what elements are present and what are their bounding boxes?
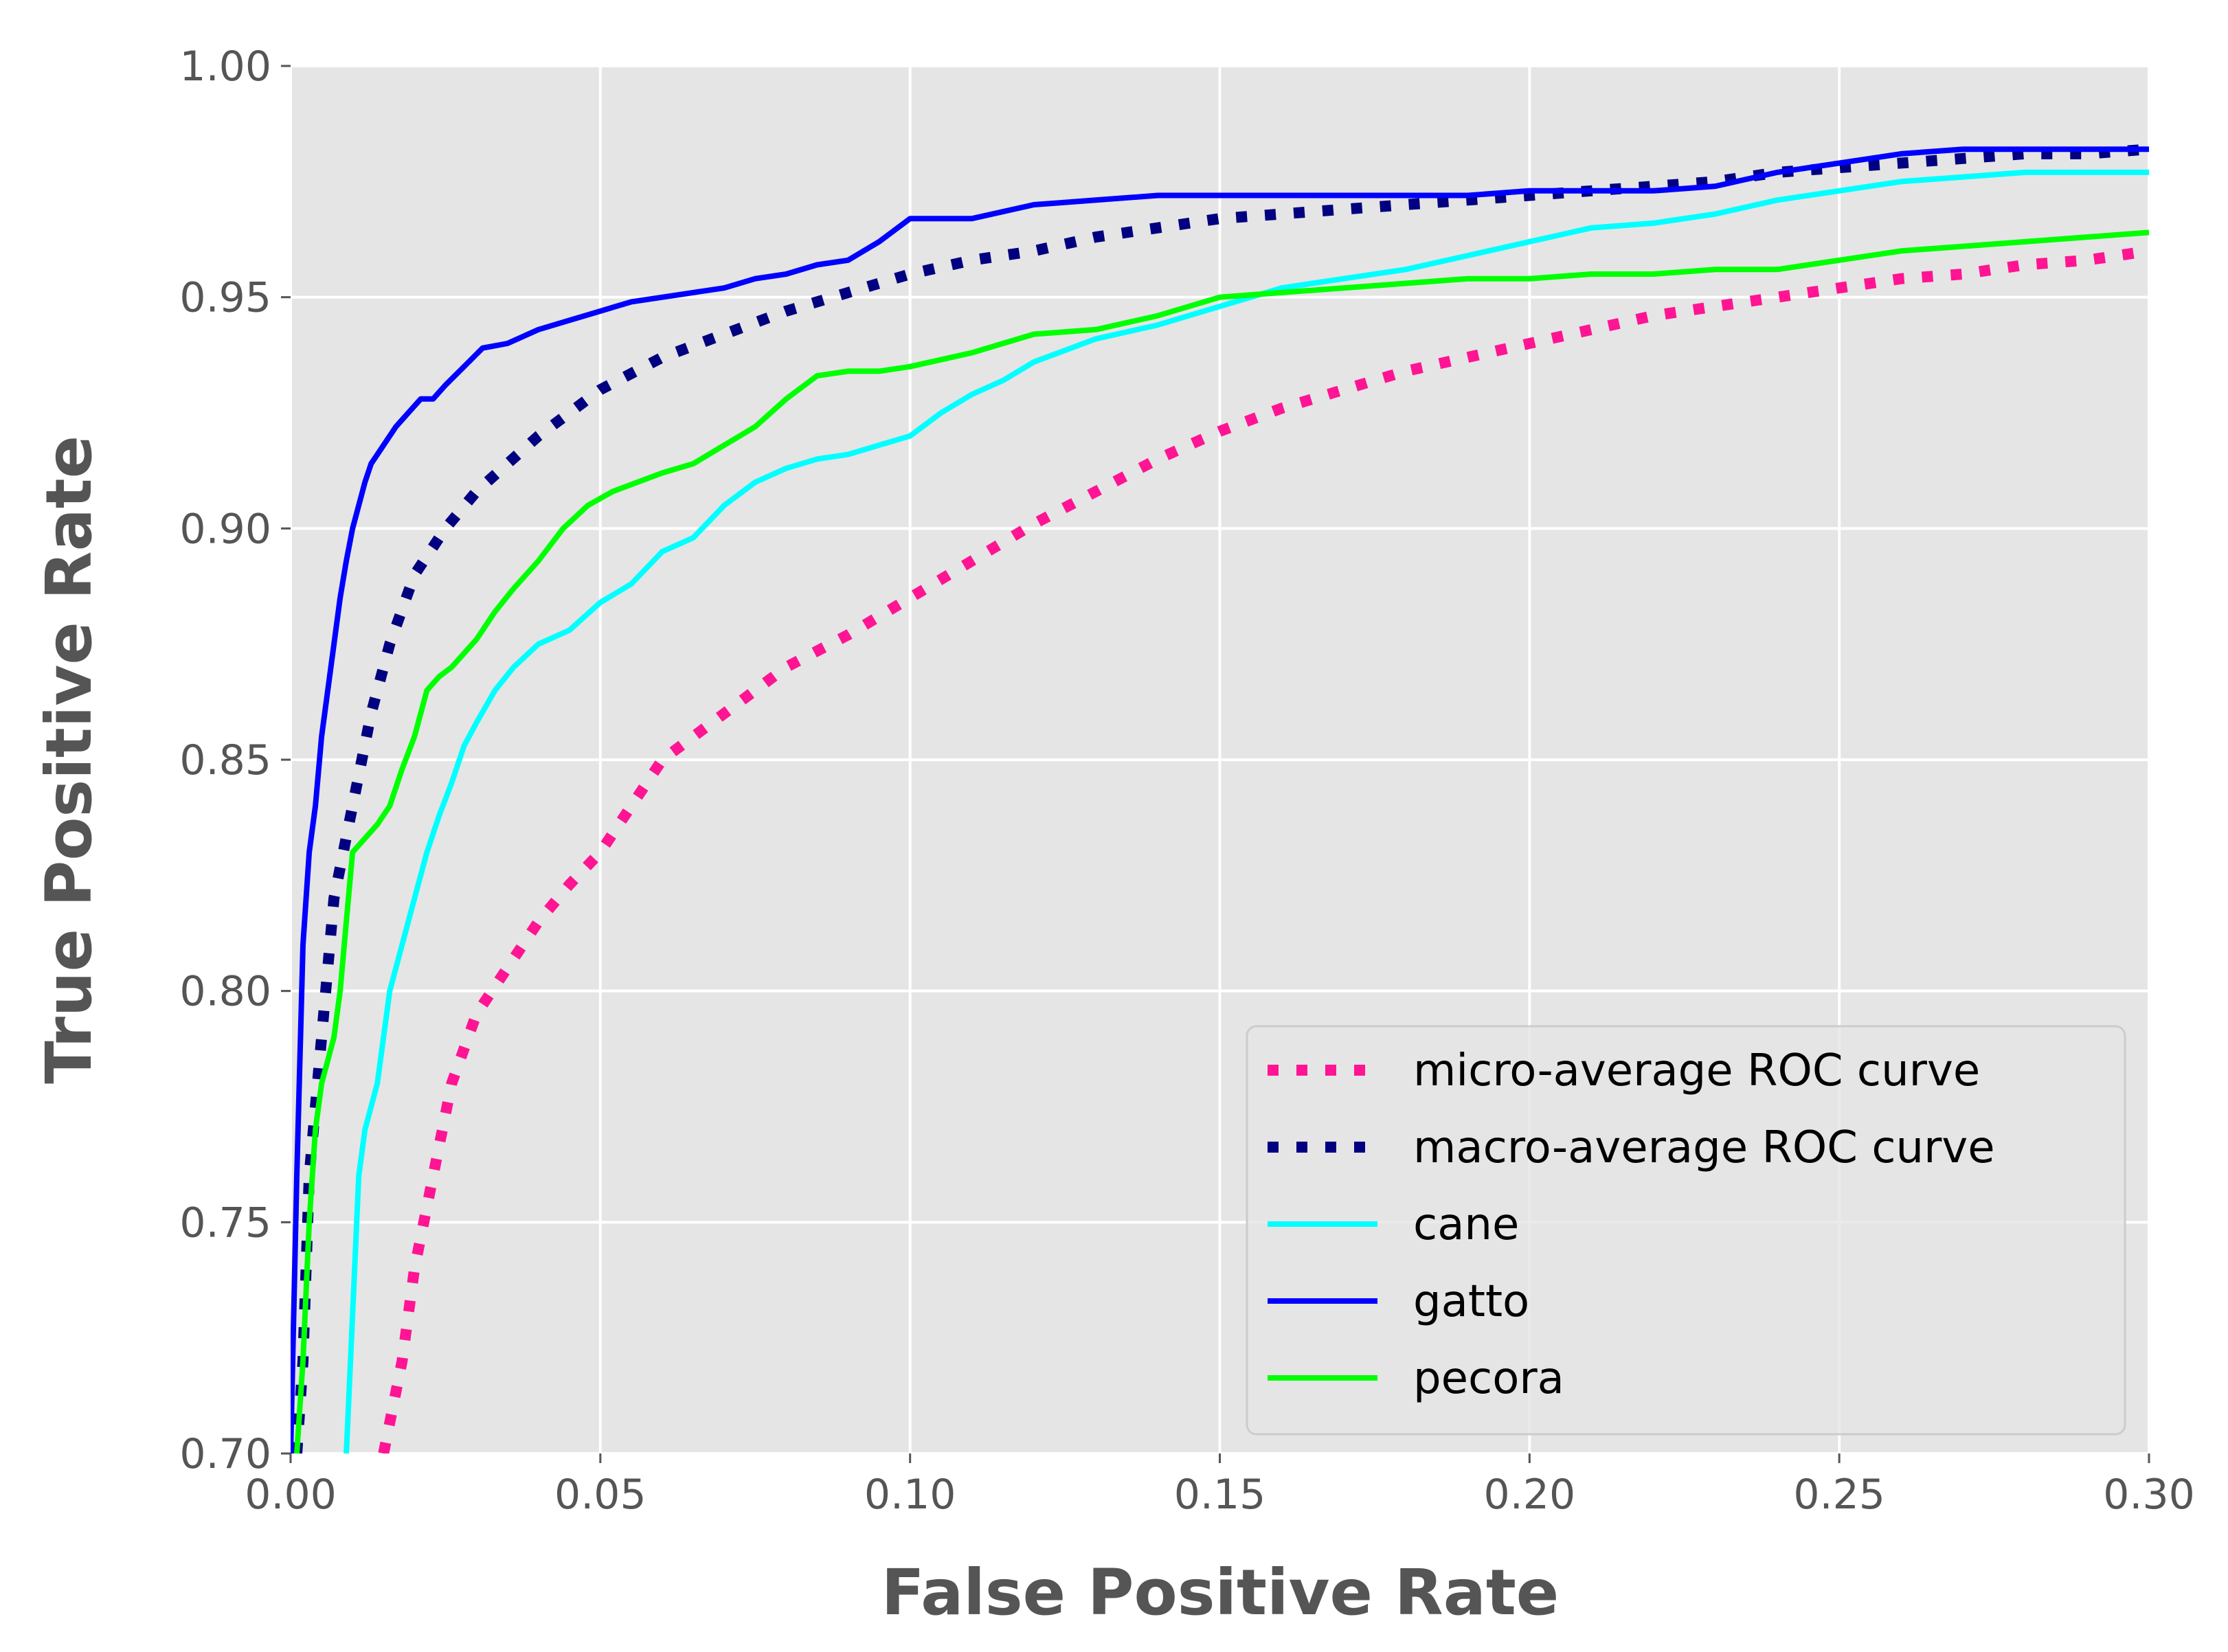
axis-ticks <box>281 65 2150 1463</box>
y-tick-label: 0.75 <box>179 1199 271 1247</box>
legend-label: micro-average ROC curve <box>1413 1045 1980 1096</box>
axis-tick-labels: 0.00 0.05 0.10 0.15 0.20 0.25 0.30 0.70 0.75 0.80… <box>179 43 2194 1519</box>
series-line-macro-average-roc-curve <box>291 144 2149 1453</box>
x-tick-label: 0.20 <box>1484 1471 1576 1519</box>
x-tick-label: 0.10 <box>864 1471 956 1519</box>
x-tick-label: 0.30 <box>2103 1471 2195 1519</box>
y-tick-label: 1.00 <box>179 43 271 91</box>
y-tick-label: 0.85 <box>179 736 271 784</box>
legend-label: cane <box>1413 1199 1519 1250</box>
legend: micro-average ROC curve macro-average ROC… <box>1246 1025 2126 1436</box>
series-line-cane <box>344 169 2149 1453</box>
y-tick-label: 0.95 <box>179 274 271 322</box>
legend-label: gatto <box>1413 1276 1529 1327</box>
legend-frame <box>1246 1025 2126 1436</box>
x-tick-label: 0.15 <box>1174 1471 1266 1519</box>
x-axis-title: False Positive Rate <box>881 1556 1559 1629</box>
x-tick-label: 0.00 <box>245 1471 337 1519</box>
x-tick-label: 0.05 <box>554 1471 646 1519</box>
y-axis-title: True Positive Rate <box>32 435 106 1084</box>
series-line-pecora <box>294 229 2149 1453</box>
x-tick-label: 0.25 <box>1793 1471 1885 1519</box>
y-tick-label: 0.80 <box>179 968 271 1016</box>
series-layer <box>291 144 2149 1453</box>
series-line-micro-average-roc-curve <box>378 245 2149 1453</box>
legend-entries: micro-average ROC curve macro-average ROC… <box>1268 1045 1995 1404</box>
y-tick-label: 0.90 <box>179 505 271 553</box>
legend-label: pecora <box>1413 1353 1564 1404</box>
y-tick-label: 0.70 <box>179 1430 271 1478</box>
legend-label: macro-average ROC curve <box>1413 1122 1995 1173</box>
series-line-gatto <box>291 146 2149 1453</box>
